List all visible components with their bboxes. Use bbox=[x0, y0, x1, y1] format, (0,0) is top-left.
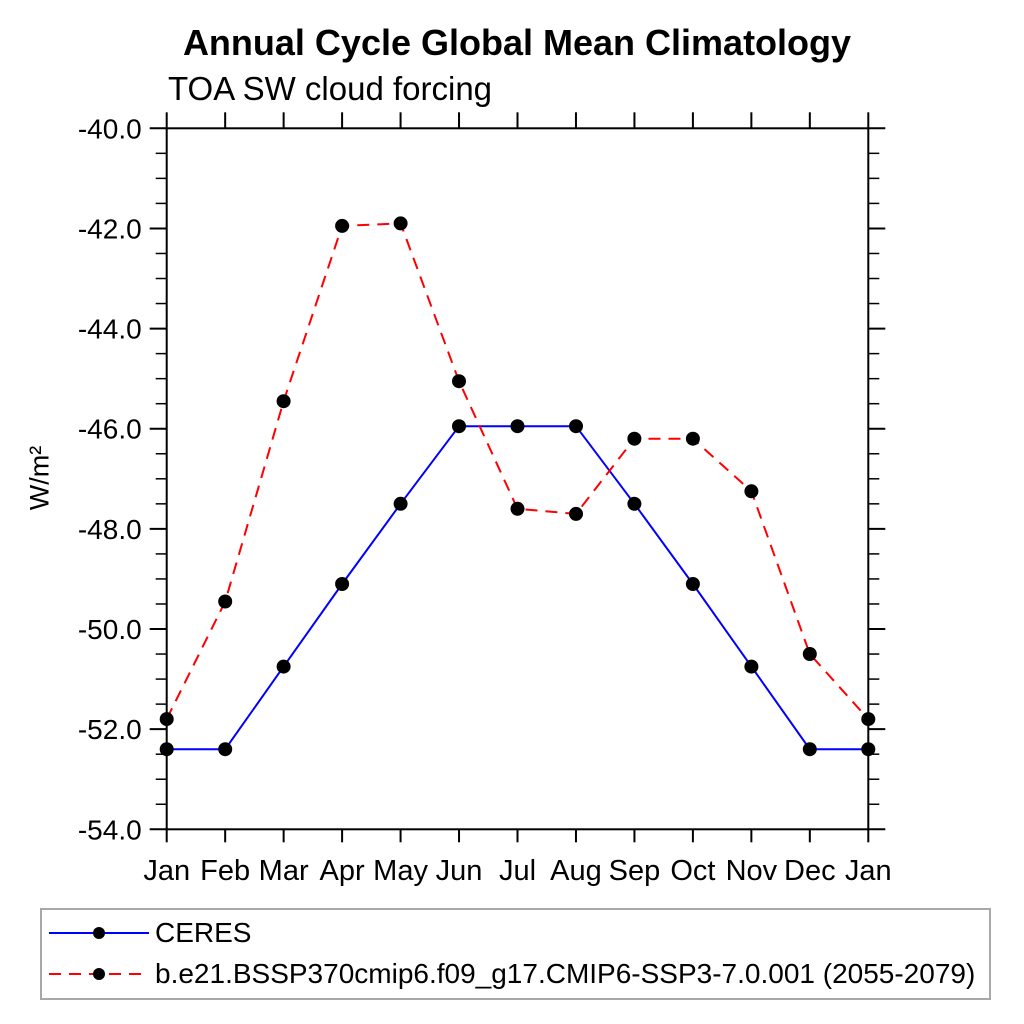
legend-entry-model: b.e21.BSSP370cmip6.f09_g17.CMIP6-SSP3-7.… bbox=[46, 953, 989, 994]
plot-frame bbox=[165, 127, 870, 831]
legend: CERES b.e21.BSSP370cmip6.f09_g17.CMIP6-S… bbox=[40, 908, 991, 1000]
x-tick-label: Aug bbox=[550, 855, 602, 887]
series-1-line bbox=[165, 222, 870, 720]
series-1-marker bbox=[276, 394, 291, 409]
x-tick-label: Oct bbox=[670, 855, 715, 887]
series-1-marker bbox=[861, 712, 876, 727]
chart-subtitle: TOA SW cloud forcing bbox=[168, 70, 493, 107]
series-0-marker bbox=[744, 659, 759, 674]
series-0-marker bbox=[452, 419, 466, 434]
y-tick-label: -52.0 bbox=[78, 714, 142, 745]
y-axis-tick-labels: -40.0 -42.0 -44.0 -46.0 -48.0 -50.0 -52.0 -54.0 bbox=[78, 113, 142, 845]
y-axis-major-ticks bbox=[149, 127, 886, 831]
y-axis-minor-ticks bbox=[155, 152, 880, 806]
series-1-marker bbox=[569, 506, 583, 521]
series-1-marker bbox=[159, 712, 174, 727]
series-0-marker bbox=[569, 419, 583, 434]
series-1-marker bbox=[627, 431, 642, 446]
series-0-marker bbox=[685, 577, 700, 591]
series-0-line bbox=[166, 425, 869, 751]
series-0-marker bbox=[276, 659, 291, 674]
y-tick-label: -48.0 bbox=[78, 514, 142, 545]
series-1-marker bbox=[685, 431, 700, 446]
y-tick-label: -44.0 bbox=[78, 314, 142, 345]
series-0-markers bbox=[159, 419, 876, 757]
x-tick-label: Feb bbox=[200, 855, 250, 887]
series-1-marker bbox=[744, 484, 759, 499]
series-1-marker bbox=[510, 501, 525, 516]
ceres-sample-marker bbox=[93, 926, 105, 939]
series-1-marker bbox=[218, 594, 233, 609]
chart-title: Annual Cycle Global Mean Climatology bbox=[182, 22, 852, 63]
x-tick-label: May bbox=[373, 855, 428, 887]
series-0-marker bbox=[159, 742, 174, 757]
series-0-marker bbox=[393, 496, 408, 511]
model-sample-marker bbox=[93, 967, 105, 980]
y-tick-label: -46.0 bbox=[78, 414, 142, 445]
series-0-marker bbox=[802, 742, 817, 757]
y-tick-label: -40.0 bbox=[78, 113, 142, 144]
y-tick-label: -54.0 bbox=[78, 814, 142, 845]
x-tick-label: Nov bbox=[726, 855, 778, 887]
x-tick-label: Jan bbox=[845, 855, 892, 887]
series-0-marker bbox=[861, 742, 876, 757]
x-tick-label: Dec bbox=[784, 855, 836, 887]
model-line-sample bbox=[49, 967, 149, 980]
x-tick-label: Apr bbox=[320, 855, 365, 887]
series-1-marker bbox=[393, 216, 408, 231]
legend-label-ceres: CERES bbox=[155, 916, 252, 948]
series-1-marker bbox=[335, 218, 350, 233]
x-axis-tick-labels: Jan Feb Mar Apr May Jun Jul Aug Sep Oct Nov Dec Jan bbox=[143, 855, 891, 887]
ceres-line-sample bbox=[49, 926, 149, 939]
series-0-marker bbox=[510, 419, 525, 434]
x-tick-label: Jan bbox=[143, 855, 190, 887]
series-0-marker bbox=[627, 496, 642, 511]
x-axis-ticks bbox=[165, 112, 870, 843]
x-tick-label: Jun bbox=[436, 855, 483, 887]
x-tick-label: Mar bbox=[259, 855, 309, 887]
x-tick-label: Sep bbox=[609, 855, 661, 887]
series-1-marker bbox=[802, 647, 817, 661]
legend-label-model: b.e21.BSSP370cmip6.f09_g17.CMIP6-SSP3-7.… bbox=[155, 957, 976, 989]
series-0-marker bbox=[218, 742, 233, 757]
x-tick-label: Jul bbox=[499, 855, 536, 887]
legend-entry-ceres: CERES bbox=[46, 912, 989, 953]
series-1-marker bbox=[452, 374, 466, 389]
y-tick-label: -42.0 bbox=[78, 213, 142, 244]
series-0-marker bbox=[335, 577, 350, 591]
y-tick-label: -50.0 bbox=[78, 614, 142, 645]
series-1-markers bbox=[159, 216, 876, 727]
